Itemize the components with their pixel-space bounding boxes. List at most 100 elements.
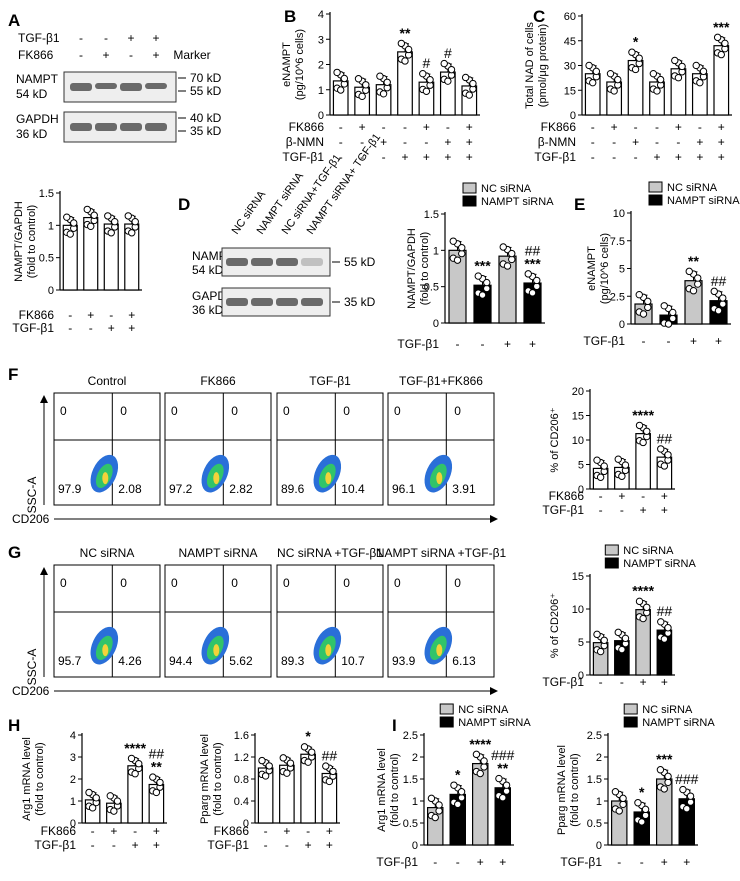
flow-g-plot: NAMPT siRNA 0 0 94.4 5.62 [164,546,272,678]
legend-label: NAMPT siRNA [667,195,740,207]
flow-f-plot: FK866 0 0 97.2 2.82 [164,374,272,506]
data-point [107,229,115,237]
flow-f-plot: TGF-β1+FK866 0 0 96.1 3.91 [387,374,495,506]
blot-a-condition-value: - [129,48,133,62]
data-point [258,756,266,765]
condition-value: + [128,308,135,322]
flow-f-y-label: SSC-A [25,477,39,514]
data-point [300,743,309,751]
blot-d-marker-size: 35 kD [344,295,376,309]
blot-d-band [226,298,248,306]
data-point [333,68,341,77]
chart-C: 0 15 30 45 60 Total NAD of cells (pmol/μg prot… [524,11,732,164]
y-tick-label: 0 [570,110,576,122]
data-point [610,87,618,95]
chart-I1: 0 0.5 1 1.5 2 2.5 Arg1 mRNA level (fold to cont… [376,703,531,869]
condition-value: + [675,120,682,134]
blot-d-target-size: 36 kD [192,303,224,317]
data-point [106,792,114,800]
y-tick-label: 0 [578,484,584,496]
data-point [692,61,700,70]
condition-value: + [661,855,668,869]
data-point [444,77,452,85]
chart-I2: 0 0.5 1 1.5 2 2.5 Pparg mRNA level (fold to con… [556,703,715,869]
y-axis-label-units: (fold to control) [419,232,431,305]
condition-value: - [89,321,93,335]
quadrant-ll: 97.9 [58,482,82,496]
condition-value: + [696,150,703,164]
quadrant-ur: 0 [231,576,238,590]
flow-title: TGF-β1 [309,374,351,388]
y-tick-label: 5 [578,637,584,649]
condition-value: - [456,337,460,351]
condition-value: - [655,135,659,149]
data-point [397,39,406,48]
quadrant-ul: 0 [60,404,67,418]
data-point [686,798,695,806]
data-point [503,262,512,270]
condition-value: + [444,135,451,149]
data-point [422,87,431,95]
significance-label: ## [657,430,673,446]
flow-frame [276,564,384,678]
y-axis-label-units: (fold to control) [389,753,401,826]
legend-label: NC siRNA [667,182,718,194]
y-tick-label: 0 [619,319,625,331]
data-point [656,75,665,84]
data-point [476,769,484,778]
y-axis-label-units: (fold to control) [26,205,38,278]
data-point [621,461,630,469]
legend-label: NC siRNA [642,704,693,716]
condition-value: + [632,135,639,149]
data-point [431,813,439,822]
blot-a-marker-size: 70 kD [190,71,222,85]
y-tick-label: 1 [318,85,324,97]
data-point [90,211,98,219]
y-tick-label: 60 [564,11,576,23]
data-point [104,212,112,220]
data-point [600,462,608,470]
data-point [435,807,443,815]
chart-A: 0 0.5 1 1.5 NAMPT/GAPDH (fold to control) FK86… [12,188,142,335]
y-axis-label-units: (pmol/μg protein) [537,24,549,107]
flow-cloud-peak [325,644,332,657]
panel-letter-a: A [8,11,20,30]
condition-label: FK866 [19,308,55,322]
condition-value: - [68,321,72,335]
data-point [131,770,139,778]
condition-value: - [612,135,616,149]
data-point [719,300,727,308]
data-point [683,805,691,813]
y-tick-label: 1 [433,245,439,257]
condition-value: + [718,120,725,134]
data-point [111,218,119,226]
condition-label: FK866 [41,824,77,838]
condition-value: + [128,321,135,335]
quadrant-lr: 2.82 [229,482,253,496]
flow-cloud-peak [325,472,332,485]
condition-value: + [683,855,690,869]
data-point [152,788,161,797]
legend-swatch [439,716,454,728]
y-axis-label: Pparg mRNA level [556,745,568,835]
condition-label: TGF-β1 [542,503,584,517]
condition-value: + [153,824,160,838]
condition-label: TGF-β1 [560,855,602,869]
data-point [401,57,409,65]
condition-value: - [617,855,621,869]
y-tick-label: 15 [572,571,584,583]
condition-value: - [109,308,113,322]
data-point [635,54,643,62]
blot-a-marker-size: 35 kD [190,124,222,138]
y-axis-label-units: (pg/10^6 cells) [599,233,611,304]
quadrant-ll: 93.9 [392,654,416,668]
significance-label: **** [469,736,491,752]
blot-a-band [95,123,117,131]
condition-label: TGF-β1 [376,855,418,869]
data-point [635,290,643,299]
condition-label: TGF-β1 [12,321,54,335]
data-point [156,778,164,787]
legend-label: NAMPT siRNA [623,558,696,570]
data-point [689,287,698,295]
